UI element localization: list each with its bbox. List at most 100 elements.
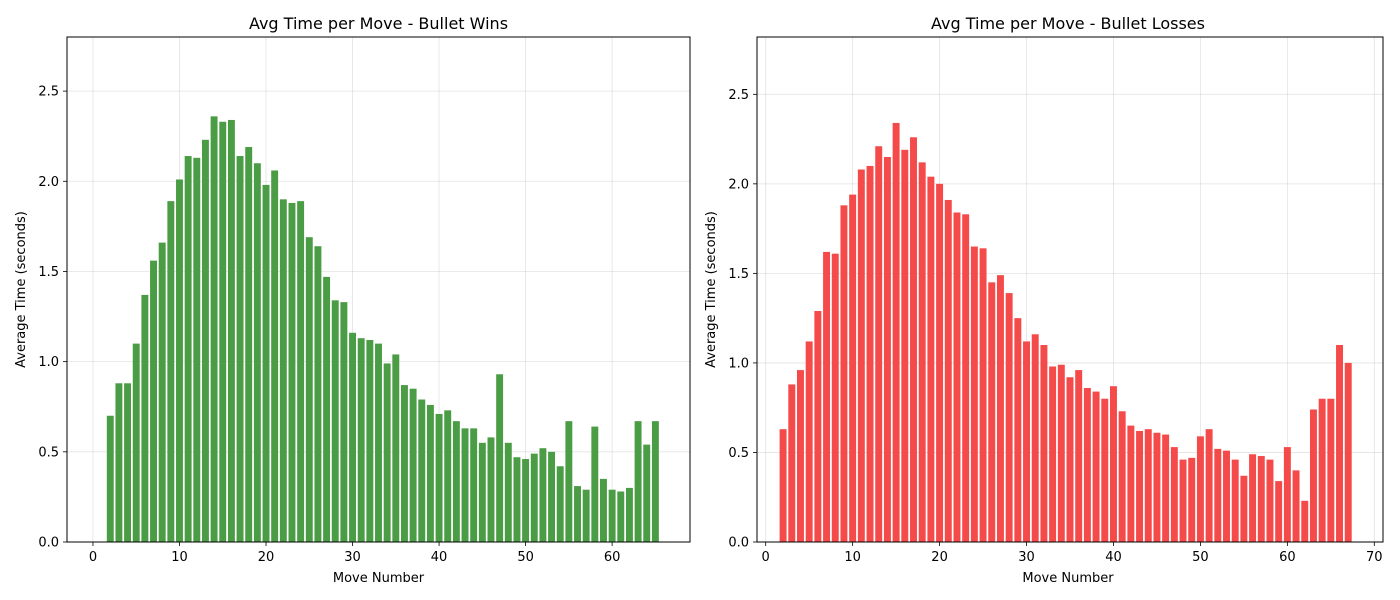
bar [435, 413, 443, 542]
bar [1249, 454, 1257, 542]
y-axis: 0.0 0.5 1.0 1.5 2.0 2.5 [728, 88, 757, 551]
bar [124, 383, 132, 542]
bar [314, 246, 322, 542]
bar [323, 276, 331, 542]
bar [158, 242, 166, 542]
bar [219, 121, 227, 543]
bar [788, 384, 796, 542]
bar [1066, 377, 1074, 542]
bar [617, 491, 625, 542]
y-tick-label: 2.5 [38, 85, 59, 100]
bar [1144, 429, 1152, 542]
bar [522, 459, 530, 542]
x-tick-label: 20 [931, 550, 948, 565]
bar [487, 437, 495, 542]
bar [1266, 459, 1274, 542]
bar [150, 260, 157, 542]
bar [805, 341, 813, 542]
bar [625, 487, 633, 542]
bar [814, 310, 822, 542]
y-tick-label: 2.0 [38, 175, 59, 190]
bar [1014, 318, 1022, 542]
bar [918, 162, 926, 542]
bar [831, 253, 839, 543]
bar [600, 478, 607, 542]
bar [1083, 387, 1091, 542]
bar [461, 428, 469, 542]
bar [1057, 364, 1065, 542]
bar [262, 184, 270, 542]
bar [970, 246, 978, 542]
bar [426, 404, 434, 542]
x-tick-label: 10 [844, 550, 861, 565]
y-tick-label: 0.0 [728, 536, 749, 551]
bar [643, 444, 651, 542]
bar [1301, 500, 1309, 542]
chart-bullet-losses: Avg Time per Move - Bullet Losses 0 10 20 3… [704, 14, 1384, 586]
plot-frame [756, 36, 1384, 543]
bar [279, 199, 287, 543]
y-tick-label: 0.0 [38, 536, 59, 551]
x-tick-label: 0 [762, 550, 770, 565]
bar [582, 489, 590, 542]
bar [392, 354, 400, 542]
bar [115, 383, 123, 542]
bar [305, 237, 313, 543]
y-axis: 0.0 0.5 1.0 1.5 2.0 2.5 [38, 85, 67, 551]
y-tick-label: 2.5 [728, 88, 749, 103]
bar [297, 201, 305, 542]
bar [357, 338, 365, 542]
bar [1049, 366, 1057, 542]
bar [530, 453, 538, 542]
x-axis-label: Move Number [1022, 571, 1114, 586]
bar [1023, 341, 1031, 542]
bar [452, 421, 460, 542]
bar [1101, 398, 1109, 542]
y-tick-label: 0.5 [728, 446, 749, 461]
bar [1344, 362, 1352, 542]
bar [253, 163, 261, 542]
bar [1127, 425, 1135, 542]
bar [375, 343, 382, 542]
bar [288, 202, 296, 542]
bar [1327, 398, 1335, 542]
bar [944, 199, 952, 542]
bar [823, 251, 831, 542]
bar [176, 179, 183, 542]
x-tick-label: 10 [171, 550, 188, 565]
y-tick-label: 1.0 [728, 356, 749, 371]
x-axis-label: Move Number [333, 571, 425, 586]
bar [201, 139, 209, 542]
bar [132, 343, 140, 542]
bar [1031, 334, 1039, 542]
chart-title: Avg Time per Move - Bullet Wins [249, 14, 508, 33]
x-tick-label: 0 [89, 550, 97, 565]
bar [936, 183, 944, 542]
bar [210, 116, 218, 542]
bar [953, 212, 961, 542]
x-tick-label: 40 [431, 550, 448, 565]
bar [548, 451, 556, 542]
bar [496, 374, 504, 542]
bar [556, 466, 564, 542]
bar [1179, 459, 1187, 542]
x-tick-label: 30 [344, 550, 361, 565]
bar [849, 194, 857, 542]
bar [988, 282, 996, 542]
bar [857, 169, 865, 542]
y-tick-label: 2.0 [728, 177, 749, 192]
bar [141, 294, 149, 542]
bar [565, 421, 573, 542]
x-tick-label: 50 [1192, 550, 1209, 565]
x-axis: 0 10 20 30 40 50 60 [89, 542, 620, 565]
bar [651, 421, 659, 542]
chart-title: Avg Time per Move - Bullet Losses [931, 14, 1205, 33]
bar [1231, 459, 1239, 542]
bar [1318, 398, 1326, 542]
bar [634, 421, 642, 542]
bar [796, 370, 804, 542]
bar [1075, 370, 1083, 542]
y-tick-label: 1.0 [38, 355, 59, 370]
x-tick-label: 30 [1018, 550, 1035, 565]
